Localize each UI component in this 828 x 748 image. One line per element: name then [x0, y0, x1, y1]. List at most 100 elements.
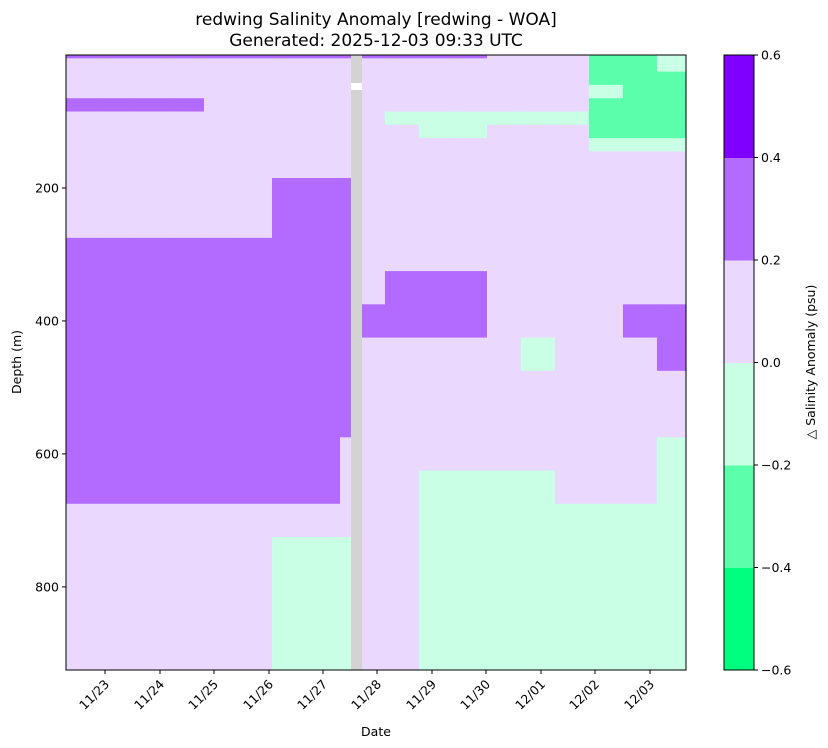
heatmap-cell [272, 164, 307, 179]
heatmap-cell [555, 111, 590, 126]
heatmap-cell [169, 503, 205, 538]
heatmap-cell [453, 58, 488, 73]
heatmap-cell [306, 503, 341, 538]
heatmap-cell [623, 370, 658, 405]
heatmap-cell [521, 164, 556, 179]
heatmap-cell [340, 304, 352, 339]
heatmap-cell [66, 111, 102, 126]
heatmap-cell [555, 164, 590, 179]
heatmap-cell [453, 370, 488, 405]
heatmap-cell [419, 164, 454, 179]
heatmap-cell [272, 437, 307, 472]
heatmap-cell [340, 55, 352, 59]
heatmap-cell [340, 71, 352, 86]
heatmap-cell [555, 204, 590, 239]
heatmap-cell [135, 404, 170, 438]
x-axis-label: Date [361, 724, 391, 739]
heatmap-cell [66, 55, 102, 59]
heatmap-cell [589, 271, 624, 305]
heatmap-cell [101, 570, 136, 670]
heatmap-cell [589, 437, 624, 472]
heatmap-cell [385, 98, 420, 113]
heatmap-cell [521, 570, 556, 670]
heatmap-cell [238, 570, 273, 670]
heatmap-cell [340, 84, 352, 99]
heatmap-cell [623, 470, 658, 505]
heatmap-cell [272, 138, 307, 153]
heatmap-cell [66, 84, 102, 99]
heatmap-cell [204, 71, 239, 86]
heatmap-cell [385, 237, 420, 272]
heatmap-cell [238, 58, 273, 73]
heatmap-cell [385, 71, 420, 86]
colorbar-tick-label: 0.4 [761, 150, 781, 165]
heatmap-cell [204, 470, 239, 505]
heatmap-cell [419, 271, 454, 305]
colorbar-tick-label: −0.6 [761, 663, 791, 678]
heatmap-cell [66, 404, 102, 438]
heatmap-cell [555, 178, 590, 206]
heatmap-cell [340, 138, 352, 153]
heatmap-cell [589, 111, 624, 126]
heatmap-cell [362, 304, 386, 339]
heatmap-cell [135, 124, 170, 139]
heatmap-cell [272, 470, 307, 505]
heatmap-cell [589, 204, 624, 239]
heatmap-cell [135, 55, 170, 59]
heatmap-cell [101, 237, 136, 272]
heatmap-cell [385, 84, 420, 99]
heatmap-cell [555, 304, 590, 339]
heatmap-cell [101, 138, 136, 153]
heatmap-cell [306, 55, 341, 59]
heatmap-cells [66, 55, 687, 670]
heatmap-cell [66, 98, 102, 113]
heatmap-cell [66, 537, 102, 571]
heatmap-cell [340, 570, 352, 670]
heatmap-cell [657, 304, 687, 339]
heatmap-cell [419, 58, 454, 73]
heatmap-cell [385, 111, 420, 126]
heatmap-cell [362, 58, 386, 73]
heatmap-cell [101, 164, 136, 179]
heatmap-cell [589, 138, 624, 153]
heatmap-cell [238, 537, 273, 571]
heatmap-cell [101, 271, 136, 305]
heatmap-cell [419, 98, 454, 113]
heatmap-cell [101, 124, 136, 139]
heatmap-cell [453, 84, 488, 99]
colorbar-tick-label: 0.2 [761, 253, 781, 268]
heatmap-cell [657, 164, 687, 179]
heatmap-cell [419, 178, 454, 206]
heatmap-cell [169, 98, 205, 113]
heatmap-cell [419, 111, 454, 126]
heatmap-cell [272, 178, 307, 206]
heatmap-cell [521, 404, 556, 438]
heatmap-cell [135, 151, 170, 166]
heatmap-cell [362, 237, 386, 272]
heatmap-cell [487, 537, 522, 571]
heatmap-cell [340, 503, 352, 538]
heatmap-cell [340, 178, 352, 206]
heatmap-cell [453, 164, 488, 179]
heatmap-cell [272, 503, 307, 538]
heatmap-cell [657, 55, 687, 59]
heatmap-cell [657, 271, 687, 305]
heatmap-cell [66, 271, 102, 305]
heatmap-cell [487, 503, 522, 538]
heatmap-cell [362, 84, 386, 99]
heatmap-cell [238, 204, 273, 239]
heatmap-cell [204, 337, 239, 372]
heatmap-cell [555, 237, 590, 272]
heatmap-cell [487, 271, 522, 305]
heatmap-cell [521, 84, 556, 99]
heatmap-cell [340, 98, 352, 113]
heatmap-cell [66, 71, 102, 86]
heatmap-cell [101, 84, 136, 99]
heatmap-cell [657, 437, 687, 472]
heatmap-cell [362, 537, 386, 571]
heatmap-cell [453, 111, 488, 126]
heatmap-cell [101, 503, 136, 538]
heatmap-cell [272, 71, 307, 86]
colorbar-segment [724, 157, 754, 261]
heatmap-cell [521, 178, 556, 206]
